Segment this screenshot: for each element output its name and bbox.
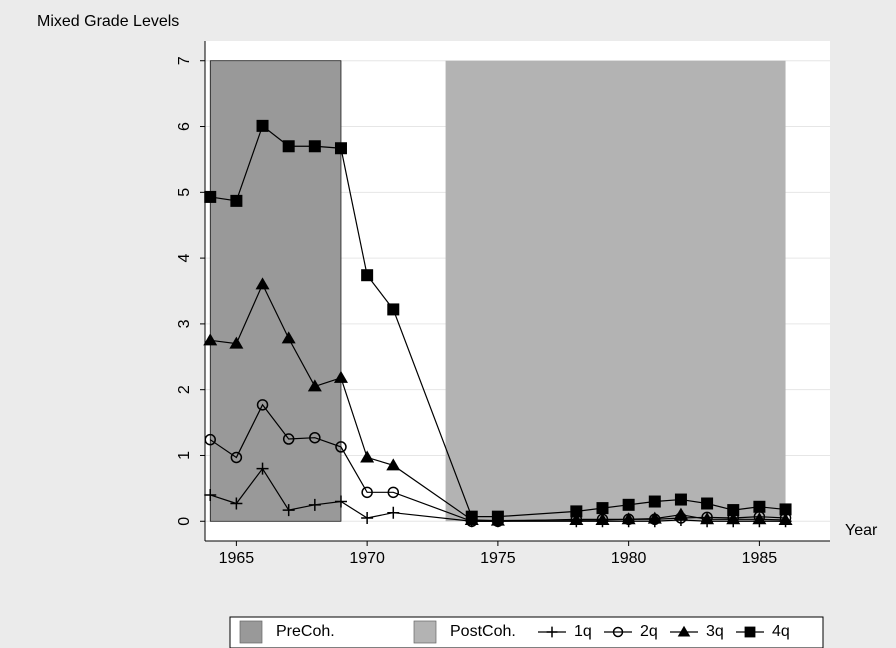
marker [612,626,624,638]
marker [753,500,766,513]
marker [204,433,216,446]
y-tick-label: 2 [176,385,193,394]
y-tick-label: 1 [176,451,193,460]
marker [203,333,218,346]
marker [621,512,636,525]
marker [647,511,662,524]
marker [677,625,691,637]
marker [282,433,295,445]
marker [361,511,374,524]
marker [281,331,296,344]
marker [569,512,584,525]
marker [386,458,401,471]
band [209,60,342,522]
legend-label: PostCoh. [450,623,516,640]
marker [334,142,347,155]
x-tick-label: 1970 [349,550,385,567]
marker [333,370,348,383]
marker [596,502,609,515]
marker [230,194,243,207]
legend-label: 3q [706,623,724,640]
marker [256,399,269,411]
y-tick-label: 5 [176,188,193,197]
marker [255,277,270,290]
x-tick-label: 1965 [219,550,255,567]
marker [744,626,756,638]
marker [335,441,347,453]
marker [752,512,767,525]
marker [387,506,400,519]
x-tick-label: 1985 [742,550,778,567]
y-tick-label: 7 [176,56,193,65]
marker [360,450,375,463]
marker [204,488,217,501]
marker [465,510,478,523]
marker [308,140,321,153]
marker [674,493,687,506]
marker [361,486,373,499]
marker [779,503,792,516]
marker [701,497,714,510]
marker [230,451,243,464]
marker [229,336,244,349]
chart-title: Mixed Grade Levels [37,13,179,30]
marker [256,462,269,475]
y-tick-label: 6 [176,122,193,131]
marker [595,512,610,525]
marker [727,504,740,517]
marker [256,119,269,132]
marker [334,495,347,508]
legend-label: 4q [772,623,790,640]
y-tick-label: 3 [176,319,193,328]
marker [387,486,400,499]
y-tick-label: 4 [176,254,193,263]
x-tick-label: 1975 [480,550,516,567]
marker [361,269,374,282]
marker [230,497,243,510]
marker [778,512,793,525]
marker [546,626,558,638]
marker [622,498,635,511]
marker [308,498,321,511]
band [445,60,786,522]
marker [204,190,217,203]
marker [726,512,741,525]
marker [673,507,688,520]
legend-label: 2q [640,623,658,640]
legend-swatch [239,620,263,644]
marker [282,504,295,517]
legend [229,616,824,648]
marker [648,495,661,508]
legend-label: 1q [574,623,592,640]
y-tick-label: 0 [176,517,193,526]
x-tick-label: 1980 [611,550,647,567]
marker [309,431,321,444]
x-axis-label: Year [845,522,878,539]
legend-swatch [413,620,437,644]
marker [307,379,322,392]
marker [570,505,583,518]
marker [387,303,400,316]
legend-label: PreCoh. [276,623,335,640]
marker [700,512,715,525]
marker [282,140,295,153]
marker [491,510,504,523]
